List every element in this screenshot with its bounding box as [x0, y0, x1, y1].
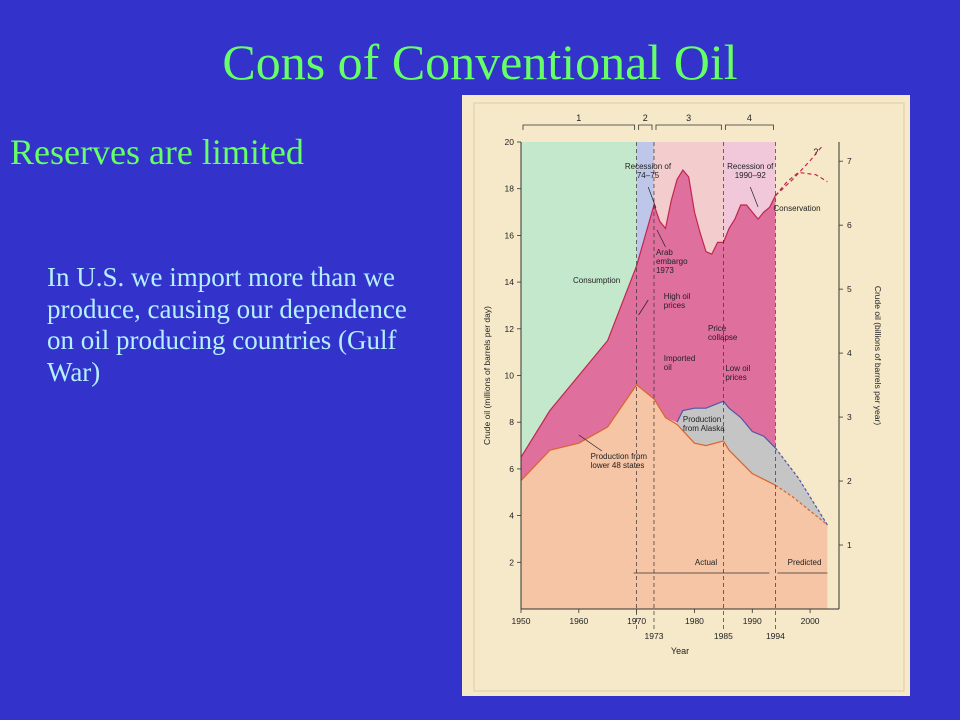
predicted-consumption-line-2 [774, 146, 823, 197]
y-tick-label: 2 [509, 557, 514, 567]
y2-tick-label: 5 [847, 284, 852, 294]
y-tick-label: 4 [509, 511, 514, 521]
predicted-lower48-line [775, 484, 828, 526]
x-axis-label: Year [671, 646, 689, 656]
low-oil-prices-label-line: prices [725, 373, 746, 382]
y2-tick-label: 3 [847, 412, 852, 422]
recession-74-75-label-line: Recession of [625, 162, 672, 171]
main-bullet: Reserves are limited [10, 132, 304, 172]
x-tick-label-lower: 1973 [645, 631, 664, 641]
production-lower48-label-line: Production from [591, 452, 648, 461]
x-tick-label: 1980 [685, 616, 704, 626]
conservation-label: Conservation [773, 204, 820, 213]
imported-oil-label-line: oil [664, 363, 672, 372]
imported-oil-area [521, 170, 776, 481]
arab-embargo-label-line: Arab [656, 248, 673, 257]
oil-chart-figure: 2 4 6 8 10 12 14 16 18 20 1 2 3 4 5 6 7 1950 1960 1970 1980 1… [462, 95, 910, 696]
y2-tick-label: 7 [847, 156, 852, 166]
high-oil-prices-label-line: High oil [664, 292, 691, 301]
predicted-alaska-line [774, 447, 828, 526]
consumption-pointer [638, 299, 649, 316]
x-tick-label: 1990 [743, 616, 762, 626]
y-tick-label: 18 [505, 184, 515, 194]
arab-embargo-pointer [656, 229, 666, 248]
question-mark: ? [813, 147, 818, 157]
recession-1990-92-label-line: Recession of [727, 162, 774, 171]
lower48-line [520, 383, 776, 486]
figure-frame [473, 102, 905, 692]
recession-1990-92-pointer [749, 186, 759, 208]
production-lower48-label-line: lower 48 states [591, 461, 645, 470]
period-bracket [638, 124, 653, 130]
period-label: 2 [643, 113, 648, 123]
production-lower48-pointer [578, 434, 603, 452]
recession-74-75-pointer [647, 186, 657, 209]
consumption-label: Consumption [573, 276, 620, 285]
arab-embargo-label-line: 1973 [656, 266, 674, 275]
arab-embargo-label-line: embargo [656, 257, 688, 266]
x-tick-label: 1960 [569, 616, 588, 626]
y2-axis-label: Crude oil (billions of barrels per year) [873, 286, 883, 426]
x-tick-label: 1950 [512, 616, 531, 626]
y2-tick-label: 6 [847, 220, 852, 230]
y-tick-label: 16 [505, 230, 515, 240]
imported-oil-label-line: Imported [664, 354, 696, 363]
recession-74-75-label-line: 74–75 [637, 171, 660, 180]
alaska-production-area [677, 401, 776, 486]
period-bracket [522, 124, 636, 130]
lower48-production-area [521, 384, 828, 609]
x-tick-label-lower: 1994 [766, 631, 785, 641]
predicted-consumption-line-1 [774, 171, 828, 197]
x-tick-label: 2000 [801, 616, 820, 626]
sub-bullet: In U.S. we import more than we produce, … [47, 262, 407, 387]
production-alaska-label-line: Production [683, 415, 721, 424]
predicted-alaska-area [775, 447, 828, 525]
actual-label: Actual [695, 558, 717, 567]
y-tick-label: 6 [509, 464, 514, 474]
y-axis-label: Crude oil (millions of barrels per day) [482, 306, 492, 445]
period-bracket [724, 124, 774, 130]
alaska-line [676, 400, 776, 449]
price-collapse-label-line: collapse [708, 333, 738, 342]
x-tick-label: 1970 [627, 616, 646, 626]
high-oil-prices-label-line: prices [664, 301, 685, 310]
period-label: 1 [576, 113, 581, 123]
period-label: 3 [686, 113, 691, 123]
y-tick-label: 12 [505, 324, 515, 334]
y2-tick-label: 4 [847, 348, 852, 358]
recession-1990-92-label-line: 1990–92 [735, 171, 767, 180]
production-alaska-label-line: from Alaska [683, 424, 725, 433]
y-tick-label: 10 [505, 371, 515, 381]
period-label: 4 [747, 113, 752, 123]
y-tick-label: 14 [505, 277, 515, 287]
y2-tick-label: 1 [847, 540, 852, 550]
predicted-label: Predicted [788, 558, 822, 567]
y2-tick-label: 2 [847, 476, 852, 486]
y-tick-label: 8 [509, 417, 514, 427]
slide-title: Cons of Conventional Oil [222, 34, 738, 90]
y-tick-label: 20 [505, 137, 515, 147]
period-bracket [655, 124, 722, 130]
x-tick-label-lower: 1985 [714, 631, 733, 641]
consumption-line [520, 168, 776, 458]
low-oil-prices-label-line: Low oil [725, 364, 750, 373]
price-collapse-label-line: Price [708, 324, 727, 333]
